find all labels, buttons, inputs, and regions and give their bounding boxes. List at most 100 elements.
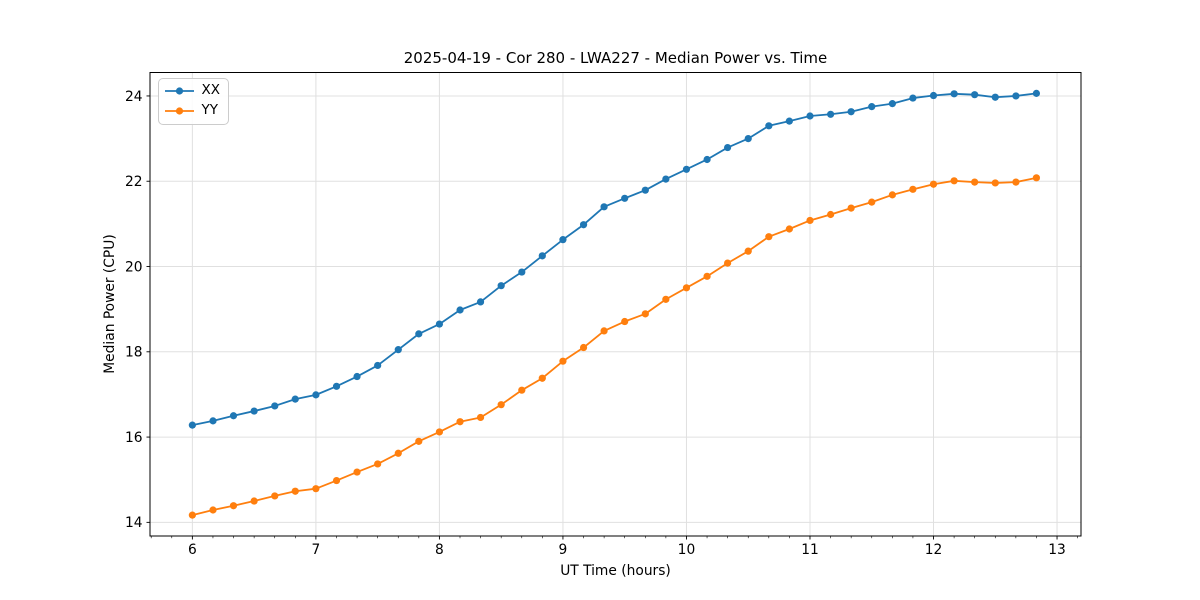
y-tick-label: 14 bbox=[125, 515, 143, 531]
data-point-xx bbox=[353, 372, 361, 381]
x-tick-label: 10 bbox=[678, 542, 696, 558]
data-point-yy bbox=[456, 418, 464, 426]
data-point-yy bbox=[827, 210, 835, 219]
x-tick-label: 8 bbox=[435, 542, 444, 558]
data-point-xx bbox=[765, 122, 773, 130]
legend-label-yy: YY bbox=[201, 102, 219, 119]
data-point-xx bbox=[991, 93, 999, 101]
y-tick-label: 20 bbox=[125, 259, 143, 275]
legend-line-sample-icon bbox=[164, 107, 194, 115]
data-point-yy bbox=[909, 185, 917, 193]
data-point-xx bbox=[682, 165, 691, 173]
data-point-xx bbox=[188, 421, 196, 429]
series-yy-markers bbox=[188, 174, 1041, 519]
data-point-xx bbox=[1032, 89, 1041, 97]
data-point-yy bbox=[291, 487, 299, 495]
data-point-xx bbox=[271, 402, 279, 410]
legend-line-sample-icon bbox=[164, 87, 194, 95]
data-point-yy bbox=[435, 428, 444, 436]
data-point-yy bbox=[229, 502, 238, 510]
data-point-xx bbox=[662, 175, 670, 183]
legend-entry-yy: YY bbox=[164, 101, 222, 121]
data-point-xx bbox=[621, 194, 629, 202]
data-point-yy bbox=[271, 492, 279, 500]
data-point-xx bbox=[332, 382, 341, 390]
x-tick-label: 12 bbox=[925, 542, 943, 558]
data-point-xx bbox=[971, 91, 979, 99]
data-point-xx bbox=[229, 412, 238, 420]
data-point-yy bbox=[312, 485, 320, 493]
plot-area-border bbox=[149, 72, 1082, 537]
data-point-xx bbox=[476, 298, 485, 306]
data-point-yy bbox=[476, 413, 485, 422]
data-point-yy bbox=[538, 374, 546, 382]
data-point-yy bbox=[641, 310, 649, 318]
legend-label-xx: XX bbox=[201, 82, 221, 99]
data-point-yy bbox=[579, 343, 588, 352]
y-tick-label: 22 bbox=[125, 174, 143, 190]
data-point-yy bbox=[868, 198, 876, 206]
data-point-xx bbox=[785, 117, 793, 125]
data-point-yy bbox=[703, 272, 711, 280]
data-point-yy bbox=[971, 178, 979, 186]
data-point-xx bbox=[929, 91, 938, 100]
x-tick-label: 9 bbox=[559, 542, 568, 558]
data-point-xx bbox=[518, 268, 526, 276]
data-point-xx bbox=[847, 108, 855, 116]
data-point-xx bbox=[497, 282, 505, 290]
x-tick-label: 7 bbox=[312, 542, 321, 558]
data-point-xx bbox=[744, 134, 752, 143]
data-point-xx bbox=[538, 252, 546, 260]
data-point-xx bbox=[291, 395, 299, 403]
data-point-yy bbox=[765, 233, 773, 241]
data-point-xx bbox=[806, 112, 814, 120]
legend: XX YY bbox=[157, 77, 229, 125]
data-point-yy bbox=[1032, 174, 1041, 182]
y-tick-label: 16 bbox=[125, 430, 143, 446]
data-point-yy bbox=[250, 497, 258, 505]
data-point-xx bbox=[703, 155, 711, 164]
data-point-yy bbox=[991, 179, 999, 187]
data-point-yy bbox=[785, 225, 793, 233]
data-point-yy bbox=[888, 191, 896, 199]
data-point-xx bbox=[868, 103, 876, 111]
data-point-yy bbox=[209, 506, 217, 514]
x-axis-minor-ticks bbox=[150, 536, 1078, 539]
x-tick-label: 6 bbox=[188, 542, 197, 558]
data-point-xx bbox=[888, 100, 896, 108]
x-tick-label: 13 bbox=[1048, 542, 1066, 558]
series-xx-markers bbox=[188, 89, 1041, 429]
data-point-xx bbox=[827, 110, 835, 118]
data-point-yy bbox=[332, 476, 341, 485]
data-point-xx bbox=[1012, 92, 1020, 100]
data-point-xx bbox=[456, 306, 464, 314]
data-point-yy bbox=[353, 468, 361, 476]
data-point-yy bbox=[559, 357, 567, 365]
series-xx-line bbox=[192, 92, 1037, 427]
data-point-xx bbox=[559, 236, 567, 244]
y-tick-label: 18 bbox=[125, 345, 143, 361]
data-point-yy bbox=[847, 204, 855, 212]
chart-title: 2025-04-19 - Cor 280 - LWA227 - Median P… bbox=[403, 49, 828, 67]
data-point-yy bbox=[415, 437, 423, 445]
data-point-yy bbox=[394, 449, 402, 457]
data-point-yy bbox=[188, 511, 196, 519]
data-point-yy bbox=[682, 284, 691, 292]
data-point-yy bbox=[744, 247, 752, 255]
data-point-xx bbox=[250, 407, 258, 415]
data-point-yy bbox=[518, 386, 526, 394]
data-point-xx bbox=[641, 186, 649, 194]
data-point-yy bbox=[724, 259, 732, 267]
data-point-xx bbox=[209, 417, 217, 425]
y-tick-label: 24 bbox=[125, 89, 143, 105]
grid bbox=[150, 72, 1081, 536]
data-point-yy bbox=[1012, 178, 1020, 186]
x-axis-ticks: 6 7 8 9 10 11 12 13 bbox=[188, 536, 1066, 558]
data-point-yy bbox=[600, 327, 608, 335]
data-point-xx bbox=[600, 203, 608, 211]
data-point-yy bbox=[950, 177, 958, 185]
data-point-yy bbox=[497, 401, 505, 409]
data-point-yy bbox=[662, 295, 670, 303]
